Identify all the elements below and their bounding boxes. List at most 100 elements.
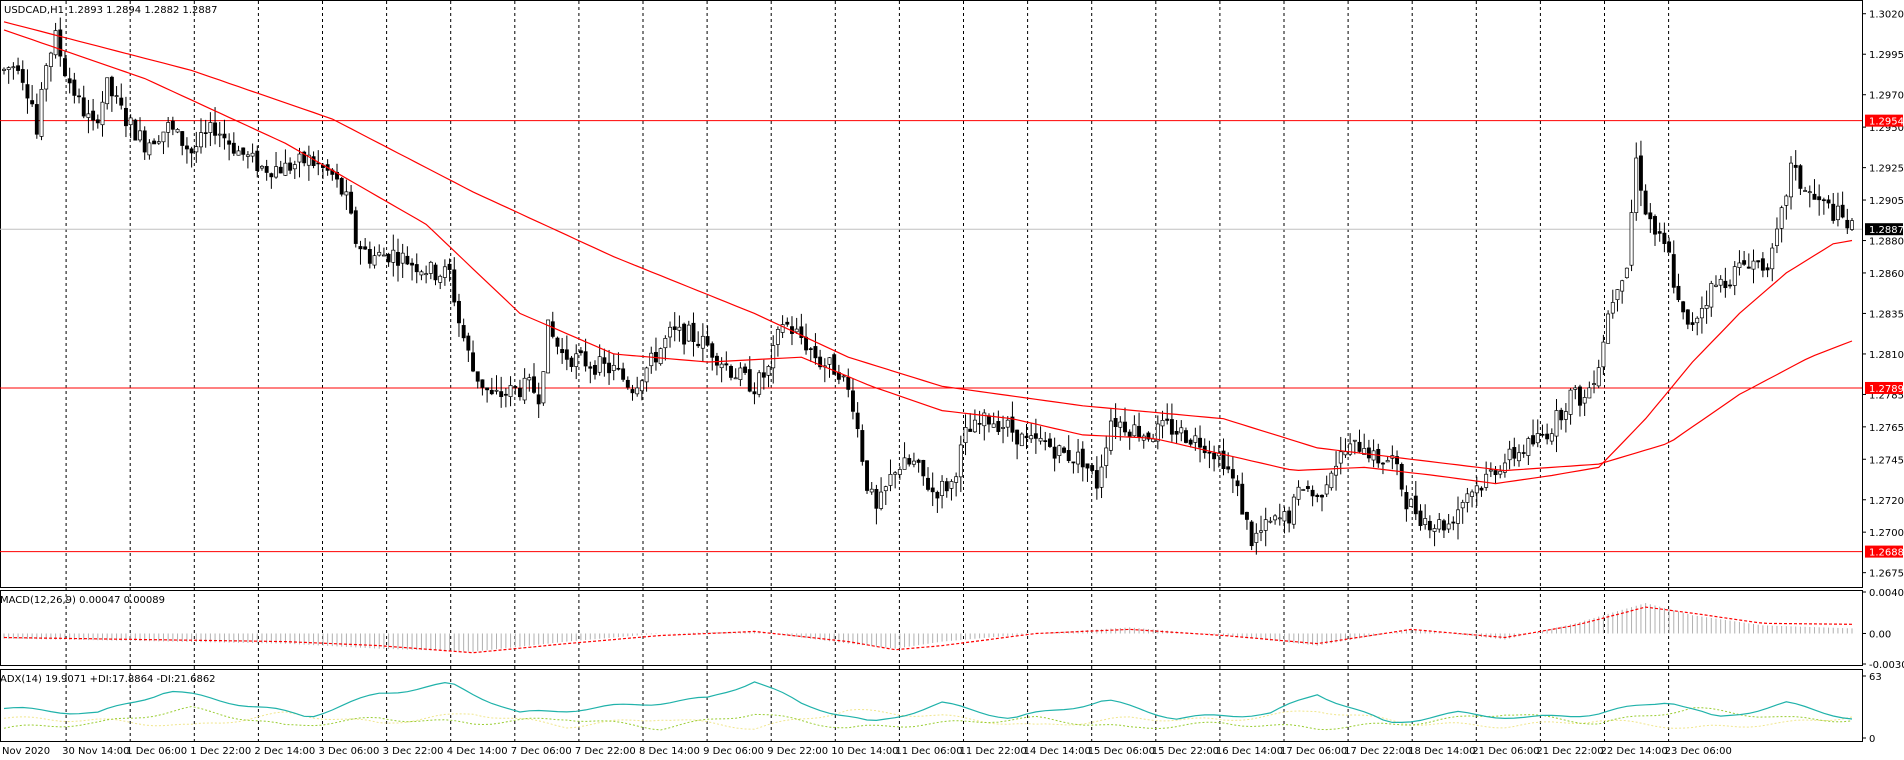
candle-body — [1418, 510, 1423, 526]
candle-body — [1268, 520, 1273, 523]
candle-body — [700, 335, 705, 349]
candle-body — [1479, 487, 1484, 491]
candle-body — [982, 412, 987, 427]
candle-body — [410, 262, 415, 266]
candle-body — [804, 336, 809, 351]
macd-label: MACD(12,26,9) 0.00047 0.00089 — [0, 595, 165, 606]
candle-body — [152, 140, 157, 145]
candle-body — [996, 421, 1001, 432]
candle-body — [1662, 232, 1667, 244]
candle-body — [1728, 284, 1733, 287]
candle-body — [367, 249, 372, 264]
price-axis: 1.3020 1.2995 1.2970 1.2950 1.2925 1.2905 1.28… — [1862, 10, 1904, 580]
candle-body — [625, 379, 630, 388]
time-tick-label: 21 Dec 06:00 — [1472, 746, 1539, 757]
time-tick-label: 9 Dec 06:00 — [703, 746, 764, 757]
price-tick-label: 1.2950 — [1869, 123, 1904, 134]
candle-body — [339, 178, 344, 195]
candle-body — [926, 477, 930, 490]
candle-body — [353, 210, 358, 244]
level-tag — [1865, 381, 1903, 394]
candle-body — [109, 76, 114, 97]
candle-body — [1601, 341, 1606, 368]
candle-body — [283, 162, 288, 176]
candle-body — [1737, 262, 1742, 268]
candle-body — [794, 328, 799, 333]
candle-body — [358, 246, 363, 250]
candle-body — [119, 97, 124, 106]
time-tick-label: 15 Dec 22:00 — [1152, 746, 1219, 757]
candle-body — [2, 68, 6, 71]
candle-body — [1038, 437, 1043, 442]
candle-body — [550, 321, 555, 337]
candle-body — [250, 152, 255, 157]
candle-body — [1634, 157, 1639, 213]
candle-body — [761, 372, 766, 378]
candle-body — [607, 362, 612, 374]
ma-fast-line — [3, 29, 1853, 485]
candle-body — [386, 253, 391, 263]
candle-body — [175, 129, 180, 133]
candle-body — [1033, 433, 1038, 439]
candle-body — [1024, 435, 1029, 439]
candle-body — [752, 391, 757, 395]
candle-body — [1789, 162, 1793, 198]
candle-body — [16, 65, 21, 71]
candle-body — [1385, 460, 1390, 463]
time-tick-label: 30 Nov 14:00 — [62, 746, 129, 757]
time-tick-label: 23 Dec 06:00 — [1665, 746, 1732, 757]
candle-body — [696, 343, 701, 347]
candle-body — [1230, 469, 1235, 479]
candle-body — [893, 472, 898, 475]
candle-body — [180, 131, 185, 146]
price-tick-label: 1.2995 — [1869, 50, 1904, 61]
candle-body — [494, 389, 499, 392]
adx-grid — [65, 667, 1670, 743]
candle-body — [405, 255, 410, 265]
time-tick-label: 2 Dec 14:00 — [254, 746, 315, 757]
candle-body — [1554, 410, 1559, 437]
candle-body — [1076, 451, 1081, 465]
adx-tick-label: 0 — [1869, 734, 1875, 745]
candle-body — [949, 481, 954, 489]
candle-body — [48, 52, 53, 67]
candle-body — [1643, 190, 1648, 215]
candle-body — [677, 326, 682, 331]
candle-body — [438, 275, 443, 283]
candle-body — [1221, 450, 1226, 470]
candle-body — [72, 79, 77, 96]
candle-body — [1376, 448, 1381, 464]
candle-body — [860, 430, 865, 462]
candle-body — [729, 365, 733, 378]
candle-body — [1381, 462, 1385, 465]
candle-body — [147, 142, 152, 156]
candle-body — [1549, 433, 1554, 442]
adx-panel[interactable] — [0, 669, 1863, 742]
candle-body — [1620, 280, 1625, 292]
candle-body — [245, 154, 250, 157]
candle-body — [541, 371, 546, 404]
time-tick-label: 7 Dec 22:00 — [575, 746, 636, 757]
candle-body — [260, 165, 264, 169]
candle-body — [710, 343, 715, 358]
candle-body — [25, 84, 30, 99]
macd-panel[interactable] — [0, 590, 1863, 666]
candle-body — [780, 324, 785, 333]
candle-body — [471, 352, 475, 372]
candle-body — [1615, 289, 1620, 301]
price-tick-label: 1.2835 — [1869, 309, 1904, 320]
candle-body — [865, 460, 869, 491]
candle-body — [335, 171, 339, 180]
candle-body — [1263, 519, 1268, 531]
candle-body — [6, 67, 11, 70]
candle-body — [433, 264, 438, 281]
candle-body — [344, 191, 349, 196]
candle-body — [44, 65, 49, 90]
time-tick-label: 18 Dec 14:00 — [1408, 746, 1475, 757]
price-panel[interactable] — [0, 0, 1863, 588]
candle-body — [1174, 430, 1179, 435]
candle-body — [123, 107, 128, 127]
candle-body — [1132, 424, 1137, 437]
candle-body — [1821, 199, 1826, 202]
